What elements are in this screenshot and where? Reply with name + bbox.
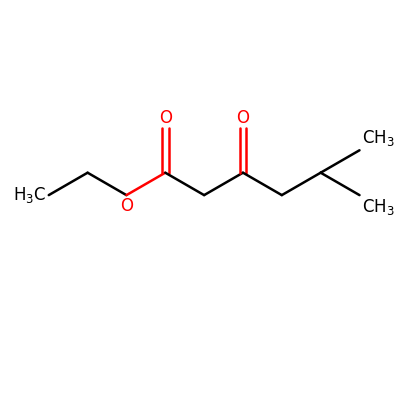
Text: O: O bbox=[120, 197, 133, 215]
Text: O: O bbox=[236, 109, 250, 127]
Text: CH$_3$: CH$_3$ bbox=[362, 197, 395, 217]
Text: H$_3$C: H$_3$C bbox=[13, 185, 46, 205]
Text: CH$_3$: CH$_3$ bbox=[362, 128, 395, 148]
Text: O: O bbox=[159, 109, 172, 127]
